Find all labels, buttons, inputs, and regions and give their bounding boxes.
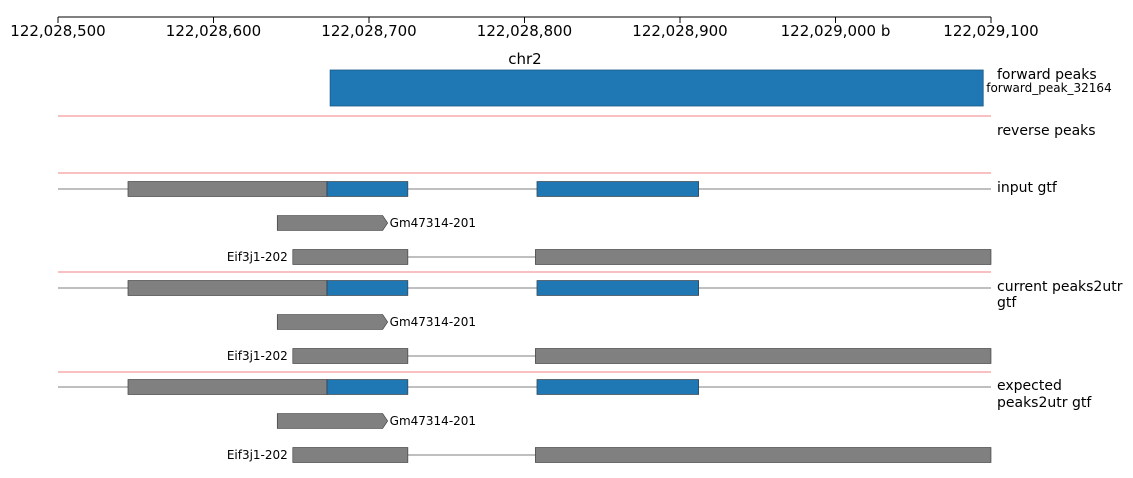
exon-block <box>536 379 699 395</box>
exon-block <box>536 280 699 296</box>
peak-feature <box>329 69 984 107</box>
axis-tick-label: 122,029,100 <box>943 22 1038 40</box>
chromosome-label: chr2 <box>508 50 541 68</box>
exon-block <box>535 447 992 463</box>
exon-block <box>276 314 389 330</box>
transcript-name-label: Eif3j1-202 <box>227 448 288 462</box>
exon-block <box>127 280 328 296</box>
exon-block <box>292 348 409 364</box>
track-label: reverse peaks <box>997 123 1096 139</box>
transcript-name-label: Gm47314-201 <box>390 414 476 428</box>
exon-block <box>127 379 328 395</box>
exon-block <box>326 181 409 197</box>
axis-tick-label: 122,028,600 <box>166 22 261 40</box>
exon-block <box>127 181 328 197</box>
peak-name-label: forward_peak_32164 <box>986 81 1111 95</box>
exon-block <box>292 249 409 265</box>
exon-block <box>276 215 389 231</box>
exon-block <box>326 280 409 296</box>
track-label: gtf <box>997 295 1017 311</box>
transcript-name-label: Gm47314-201 <box>390 216 476 230</box>
track-label: input gtf <box>997 180 1058 196</box>
exon-block <box>326 379 409 395</box>
exon-block <box>535 348 992 364</box>
track-label: current peaks2utr <box>997 279 1123 295</box>
axis-tick-label: 122,028,500 <box>10 22 105 40</box>
transcript-name-label: Gm47314-201 <box>390 315 476 329</box>
axis-tick-label: 122,029,000 b <box>781 22 891 40</box>
exon-block <box>536 181 699 197</box>
axis-tick-label: 122,028,900 <box>632 22 727 40</box>
track-label: peaks2utr gtf <box>997 395 1092 411</box>
axis-tick-label: 122,028,700 <box>321 22 416 40</box>
exon-block <box>535 249 992 265</box>
axis-tick-label: 122,028,800 <box>477 22 572 40</box>
transcript-name-label: Eif3j1-202 <box>227 349 288 363</box>
exon-block <box>276 413 389 429</box>
track-label: expected <box>997 378 1062 394</box>
transcript-name-label: Eif3j1-202 <box>227 250 288 264</box>
exon-block <box>292 447 409 463</box>
track-label: forward peaks <box>997 67 1097 83</box>
